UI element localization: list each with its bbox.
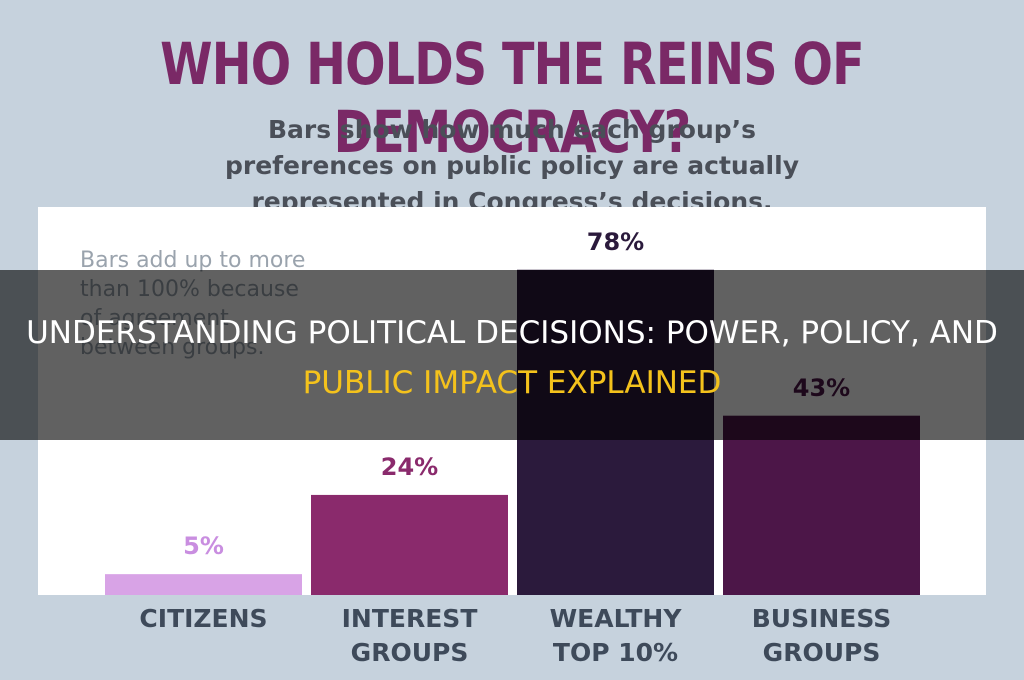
headline: UNDERSTANDING POLITICAL DECISIONS: POWER… [26, 315, 998, 351]
bar [311, 494, 508, 595]
value-label: 78% [586, 227, 645, 256]
bar [723, 415, 920, 595]
chart-title: WHO HOLDS THE REINS OF DEMOCRACY? [160, 30, 864, 166]
x-tick-label: INTEREST GROUPS [341, 604, 478, 667]
value-label: 5% [183, 532, 224, 561]
x-tick-label: WEALTHY TOP 10% [549, 604, 682, 667]
x-tick-label: BUSINESS GROUPS [751, 604, 892, 667]
x-tick-label: CITIZENS [139, 604, 268, 633]
value-label: 24% [380, 452, 439, 481]
headline: PUBLIC IMPACT EXPLAINED [302, 365, 722, 401]
bar [105, 574, 302, 595]
overlay-band [0, 270, 1024, 440]
